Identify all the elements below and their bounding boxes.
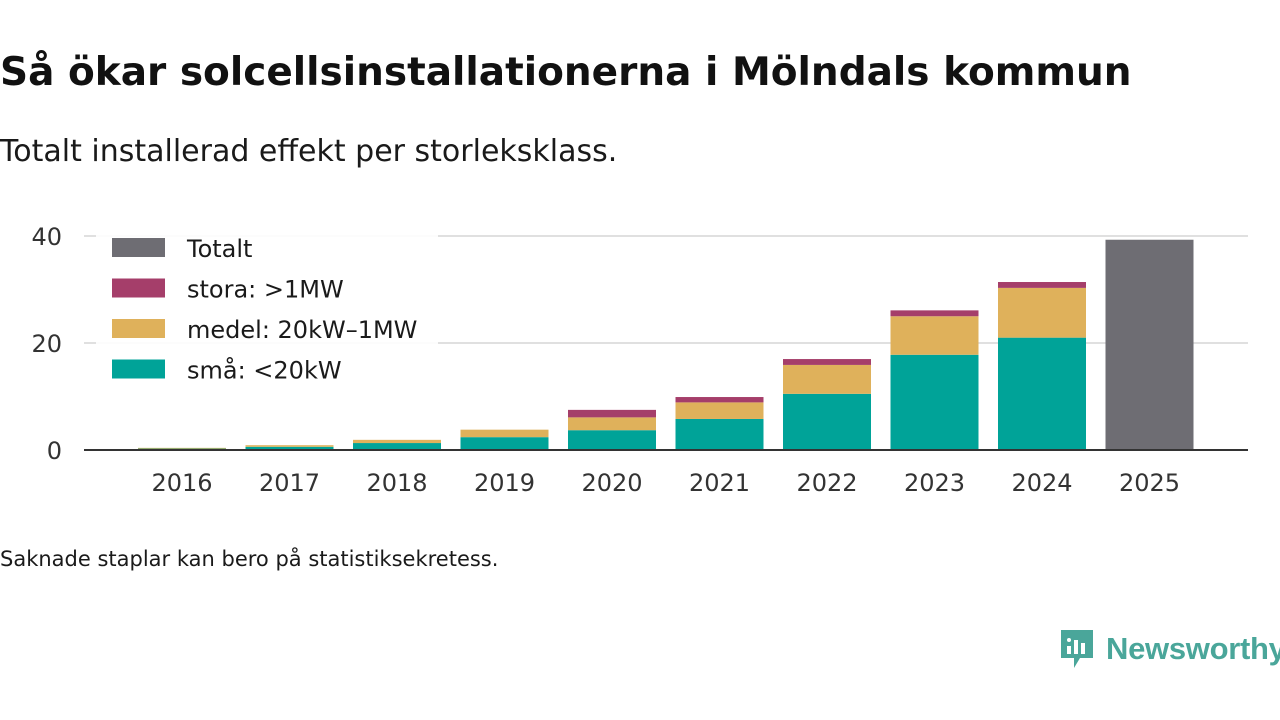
legend-swatch <box>112 319 165 338</box>
x-tick-label: 2016 <box>151 469 212 497</box>
bar-segment <box>568 409 656 418</box>
brand-logo[interactable]: Newsworthy <box>1058 628 1280 670</box>
bar-segment <box>353 439 441 444</box>
x-tick-label: 2021 <box>689 469 750 497</box>
bar-segment <box>998 337 1086 450</box>
legend-swatch <box>112 238 165 257</box>
chart-subtitle: Totalt installerad effekt per storlekskl… <box>0 134 618 169</box>
bar-segment <box>245 445 334 447</box>
brand-name: Newsworthy <box>1106 631 1280 666</box>
y-tick-label: 0 <box>47 437 62 465</box>
chart-title: Så ökar solcellsinstallationerna i Mölnd… <box>0 50 1132 95</box>
x-tick-label: 2024 <box>1011 469 1072 497</box>
bar-segment <box>568 417 656 431</box>
bar-segment <box>353 443 441 450</box>
legend: Totalt stora: >1MW medel: 20kW–1MW små: <20… <box>96 228 438 388</box>
bar-segment <box>998 287 1086 338</box>
bar-segment <box>245 446 334 450</box>
bar-segment <box>460 437 549 450</box>
footnote: Saknade staplar kan bero på statistiksek… <box>0 547 499 571</box>
bar-segment <box>138 447 226 449</box>
bar-segment <box>568 430 656 450</box>
legend-label: små: <20kW <box>187 356 342 385</box>
legend-label: stora: >1MW <box>187 276 344 304</box>
legend-label: medel: 20kW–1MW <box>187 316 417 344</box>
bar-segment <box>998 282 1086 288</box>
bars <box>138 239 1194 450</box>
x-tick-label: 2023 <box>904 469 965 497</box>
legend-label: Totalt <box>186 235 252 263</box>
x-tick-label: 2022 <box>796 469 857 497</box>
stacked-bar-chart: 0 20 40 2016 2017 2018 2019 2020 2021 2022 2023 202… <box>31 223 1248 497</box>
bar-segment <box>890 354 979 450</box>
legend-swatch <box>112 278 165 298</box>
x-tick-label: 2025 <box>1119 469 1180 497</box>
bar-segment <box>783 364 871 394</box>
newsworthy-logo-icon <box>1061 630 1093 668</box>
x-tick-label: 2017 <box>259 469 320 497</box>
bar-segment <box>460 429 549 438</box>
bar-segment <box>890 316 979 355</box>
axes: 0 20 40 2016 2017 2018 2019 2020 2021 2022 2023 202… <box>31 223 1248 497</box>
legend-swatch <box>112 359 165 379</box>
bar-segment <box>675 418 764 450</box>
bar-segment <box>783 359 871 365</box>
x-tick-label: 2018 <box>366 469 427 497</box>
bar-segment <box>890 310 979 317</box>
y-tick-label: 20 <box>31 330 62 358</box>
bar-segment <box>783 393 871 450</box>
bar-segment <box>675 397 764 403</box>
x-tick-label: 2020 <box>581 469 642 497</box>
bar-segment <box>1105 239 1194 450</box>
bar-segment <box>675 402 764 419</box>
y-tick-label: 40 <box>31 223 62 251</box>
x-tick-label: 2019 <box>474 469 535 497</box>
